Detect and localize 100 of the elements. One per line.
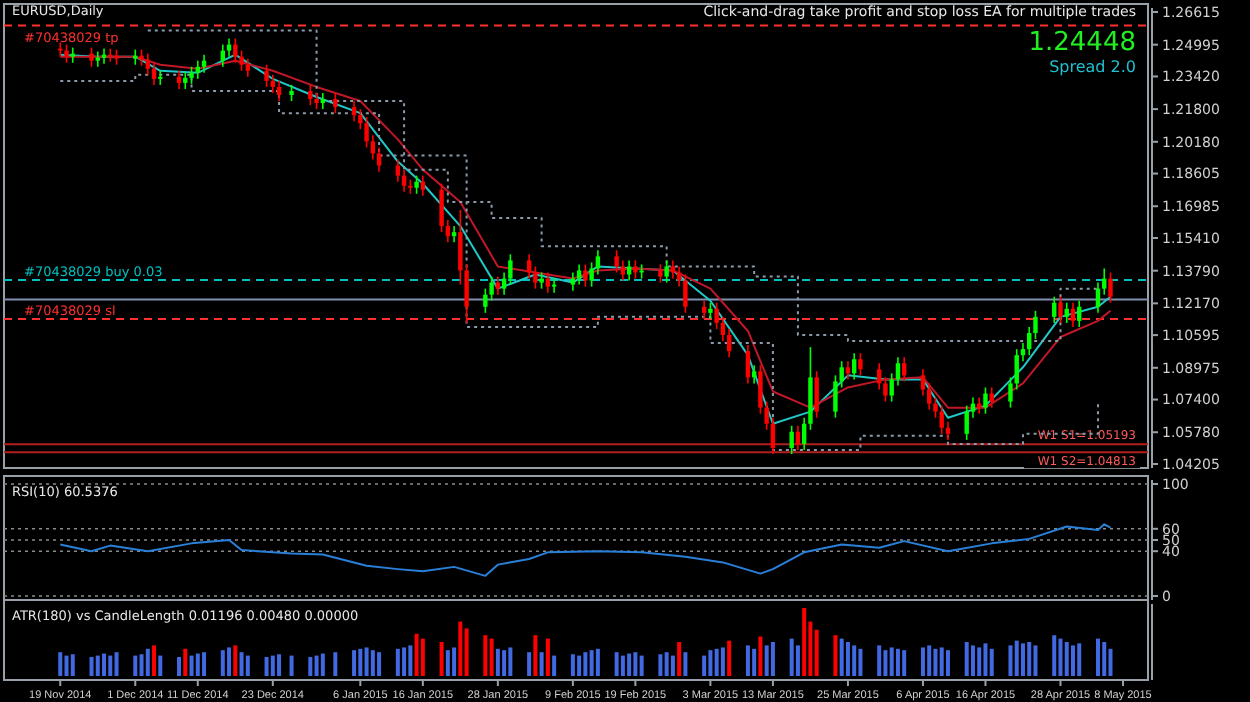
- bar: [589, 650, 594, 676]
- candlestick: [151, 61, 157, 86]
- bar: [677, 642, 682, 676]
- bar: [533, 635, 538, 676]
- bar: [877, 645, 882, 676]
- bar: [64, 655, 69, 676]
- annotation: Spread 2.0: [1049, 58, 1136, 76]
- bar: [939, 647, 944, 676]
- bar: [1014, 640, 1019, 676]
- bar: [1052, 635, 1057, 676]
- bar: [802, 608, 807, 676]
- candlestick: [1070, 301, 1076, 328]
- bar: [95, 655, 100, 676]
- bar: [714, 648, 719, 676]
- bar: [964, 642, 969, 676]
- bar: [1064, 642, 1069, 676]
- candlestick: [633, 259, 638, 280]
- bar: [408, 645, 413, 676]
- bar: [1008, 645, 1013, 676]
- candlestick: [1064, 301, 1069, 324]
- bar: [402, 647, 407, 676]
- candlestick: [595, 249, 601, 276]
- bar: [189, 655, 194, 676]
- bar: [277, 654, 282, 676]
- bar: [527, 652, 532, 676]
- bar: [539, 652, 544, 676]
- bar: [577, 655, 582, 676]
- candlestick: [876, 362, 882, 391]
- bar: [595, 648, 600, 676]
- bar: [420, 638, 425, 676]
- candlestick: [745, 344, 751, 385]
- candlestick: [95, 50, 100, 68]
- candlestick: [1077, 299, 1082, 328]
- bar: [270, 655, 275, 676]
- bar: [627, 653, 632, 676]
- bar: [352, 650, 357, 676]
- candlestick: [89, 46, 94, 68]
- bar: [508, 647, 513, 676]
- bar: [545, 638, 550, 676]
- candlestick: [526, 253, 532, 280]
- bar: [883, 650, 888, 676]
- candlestick: [858, 352, 863, 377]
- bar: [239, 652, 244, 676]
- bar: [1027, 642, 1032, 676]
- bar: [945, 650, 950, 676]
- candlestick: [789, 424, 794, 455]
- candlestick: [420, 174, 426, 197]
- bar: [1020, 643, 1025, 676]
- bar: [364, 647, 369, 676]
- bar: [620, 655, 625, 676]
- bar: [858, 648, 863, 676]
- bar: [814, 629, 819, 676]
- bar: [133, 655, 138, 676]
- candlestick: [583, 263, 588, 288]
- candlestick: [620, 259, 626, 282]
- bar: [614, 652, 619, 676]
- candlestick: [1052, 295, 1057, 324]
- bar: [852, 645, 857, 676]
- bar: [758, 636, 763, 676]
- bar: [664, 652, 669, 676]
- bar: [139, 654, 144, 676]
- bar: [552, 655, 557, 676]
- bar: [445, 650, 450, 676]
- bar: [839, 638, 844, 676]
- bar: [770, 642, 775, 676]
- bar: [970, 645, 975, 676]
- candlestick: [989, 386, 994, 409]
- bar: [264, 656, 269, 676]
- bar: [1108, 648, 1113, 676]
- bar: [58, 652, 63, 676]
- bar: [70, 654, 75, 676]
- bar: [314, 655, 319, 676]
- bar: [633, 652, 638, 676]
- candlestick: [658, 263, 663, 284]
- bar: [233, 645, 238, 676]
- bar: [983, 643, 988, 676]
- bar: [745, 645, 750, 676]
- candlestick: [664, 259, 669, 284]
- candlestick: [351, 100, 357, 123]
- candlestick: [264, 63, 269, 88]
- bar: [439, 642, 444, 676]
- candlestick: [1108, 271, 1113, 304]
- bar: [395, 648, 400, 676]
- bar: [220, 650, 225, 676]
- bar: [570, 654, 575, 676]
- bar: [452, 647, 457, 676]
- bar: [358, 648, 363, 676]
- candlestick: [902, 356, 907, 383]
- candlestick: [276, 80, 282, 102]
- bar: [183, 648, 188, 676]
- candlestick: [308, 84, 313, 106]
- candlestick: [220, 43, 225, 68]
- candlestick: [1058, 295, 1063, 324]
- bar: [495, 648, 500, 676]
- bar: [902, 650, 907, 676]
- bar: [377, 652, 382, 676]
- bar: [583, 652, 588, 676]
- bar: [833, 635, 838, 676]
- candlestick: [233, 37, 238, 64]
- bar: [489, 638, 494, 676]
